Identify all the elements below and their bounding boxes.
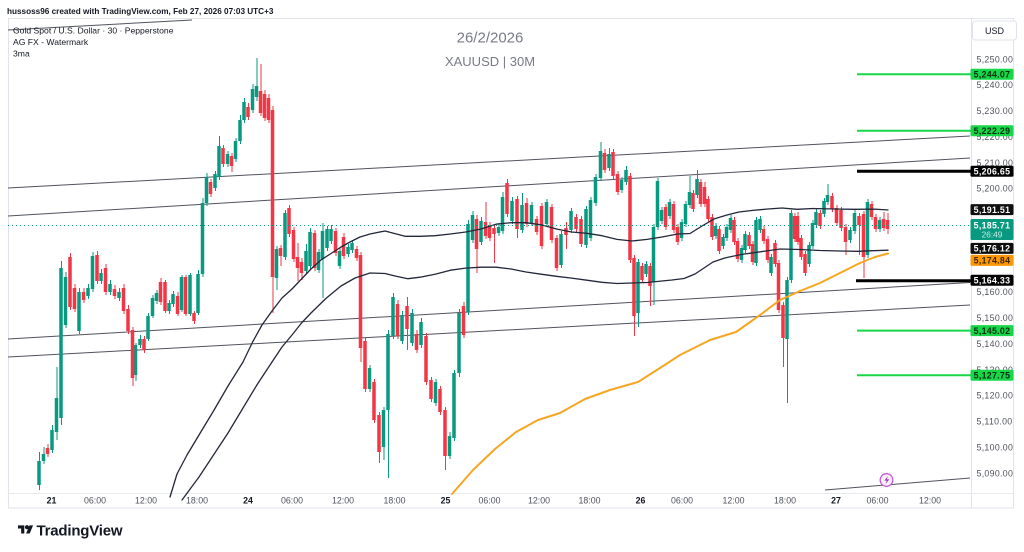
svg-text:06:00: 06:00: [866, 495, 888, 505]
svg-text:12:00: 12:00: [722, 495, 744, 505]
svg-text:5,220.00: 5,220.00: [977, 132, 1014, 142]
svg-text:AG FX - Watermark: AG FX - Watermark: [13, 37, 89, 47]
svg-text:12:00: 12:00: [919, 495, 941, 505]
svg-text:26: 26: [636, 495, 646, 505]
svg-text:5,206.65: 5,206.65: [974, 166, 1011, 176]
svg-text:5,191.51: 5,191.51: [974, 205, 1011, 215]
svg-text:5,110.00: 5,110.00: [977, 417, 1013, 427]
svg-text:Gold Spot / U.S. Dollar · 30 ·: Gold Spot / U.S. Dollar · 30 · Peppersto…: [13, 26, 174, 36]
svg-text:5,127.75: 5,127.75: [974, 371, 1011, 381]
svg-text:TradingView: TradingView: [37, 523, 123, 540]
svg-text:5,174.84: 5,174.84: [974, 256, 1011, 266]
svg-text:XAUUSD | 30M: XAUUSD | 30M: [445, 54, 535, 69]
svg-text:26:49: 26:49: [982, 230, 1003, 240]
svg-text:25: 25: [441, 495, 451, 505]
svg-text:21: 21: [47, 495, 57, 505]
svg-text:USD: USD: [985, 26, 1005, 36]
svg-text:18:00: 18:00: [578, 495, 600, 505]
svg-text:27: 27: [831, 495, 841, 505]
svg-text:06:00: 06:00: [478, 495, 500, 505]
svg-text:5,145.02: 5,145.02: [974, 326, 1011, 336]
svg-text:5,210.00: 5,210.00: [977, 158, 1014, 168]
svg-text:24: 24: [243, 495, 253, 505]
svg-text:5,200.00: 5,200.00: [977, 184, 1014, 194]
svg-text:5,230.00: 5,230.00: [977, 106, 1014, 116]
svg-text:06:00: 06:00: [671, 495, 693, 505]
svg-text:3ma: 3ma: [13, 49, 30, 59]
svg-text:5,185.71: 5,185.71: [974, 221, 1011, 231]
svg-text:5,240.00: 5,240.00: [977, 80, 1014, 90]
svg-text:06:00: 06:00: [84, 495, 106, 505]
svg-text:5,176.12: 5,176.12: [974, 244, 1011, 254]
svg-text:5,100.00: 5,100.00: [977, 442, 1014, 452]
svg-text:5,120.00: 5,120.00: [977, 391, 1014, 401]
svg-text:18:00: 18:00: [186, 495, 208, 505]
svg-text:12:00: 12:00: [528, 495, 550, 505]
svg-text:5,222.29: 5,222.29: [974, 126, 1011, 136]
svg-text:5,140.00: 5,140.00: [977, 339, 1014, 349]
svg-text:5,090.00: 5,090.00: [977, 468, 1014, 478]
svg-text:18:00: 18:00: [383, 495, 405, 505]
svg-text:5,150.00: 5,150.00: [977, 313, 1014, 323]
svg-text:5,164.33: 5,164.33: [974, 275, 1011, 285]
svg-text:18:00: 18:00: [774, 495, 796, 505]
svg-text:5,244.07: 5,244.07: [974, 70, 1011, 80]
svg-text:hussoss96 created with Trading: hussoss96 created with TradingView.com, …: [7, 7, 274, 16]
svg-text:5,160.00: 5,160.00: [977, 287, 1014, 297]
svg-text:12:00: 12:00: [135, 495, 157, 505]
svg-text:5,250.00: 5,250.00: [977, 54, 1014, 64]
svg-text:26/2/2026: 26/2/2026: [457, 30, 524, 47]
svg-text:12:00: 12:00: [332, 495, 354, 505]
svg-text:06:00: 06:00: [281, 495, 303, 505]
